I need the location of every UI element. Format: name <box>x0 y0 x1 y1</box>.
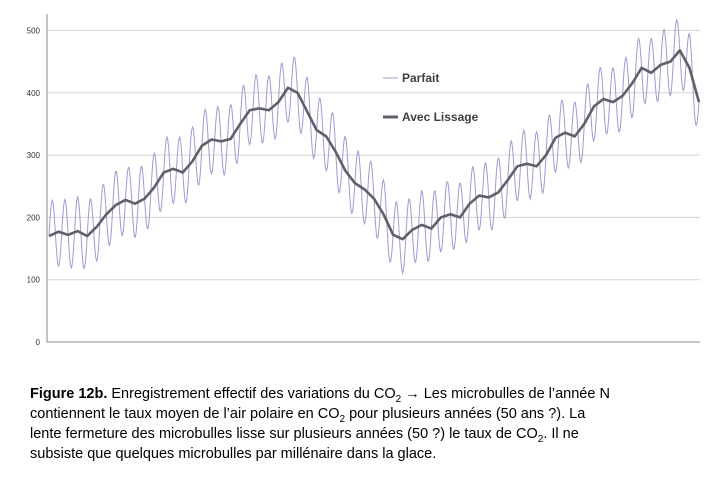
y-tick-label-400: 400 <box>27 89 41 98</box>
caption-text-3b: . Il ne <box>543 426 579 442</box>
y-tick-label-100: 100 <box>27 276 41 285</box>
series-line-avec-lissage <box>48 49 701 241</box>
series-layer <box>48 18 701 276</box>
y-tick-label-300: 300 <box>27 151 41 160</box>
caption-sub-1: 2 <box>395 393 402 405</box>
grid-lines <box>47 29 700 281</box>
caption-text-2: contiennent le taux moyen de l’air polai… <box>30 406 340 422</box>
caption-text-3: lente fermeture des microbulles lisse su… <box>30 426 538 442</box>
caption-text-1b: → Les microbulles de l’année N <box>401 386 610 402</box>
figure-caption: Figure 12b. Enregistrement effectif des … <box>30 384 710 464</box>
caption-sub-3: 2 <box>537 433 544 445</box>
caption-line-1: Figure 12b. Enregistrement effectif des … <box>30 384 710 404</box>
caption-text-1: Enregistrement effectif des variations d… <box>107 386 396 402</box>
chart-axes: 0 100 200 300 400 500 <box>27 14 700 347</box>
legend: Parfait Avec Lissage <box>383 71 479 124</box>
legend-label-lissage: Avec Lissage <box>402 110 479 124</box>
caption-line-2: contiennent le taux moyen de l’air polai… <box>30 404 710 424</box>
caption-line-4: subsiste que quelques microbulles par mi… <box>30 444 710 464</box>
co2-chart: 0 100 200 300 400 500 Parfait Avec Lissage <box>27 14 701 347</box>
y-tick-label-200: 200 <box>27 213 41 222</box>
caption-sub-2: 2 <box>339 413 346 425</box>
caption-text-4: subsiste que quelques microbulles par mi… <box>30 446 437 462</box>
caption-line-3: lente fermeture des microbulles lisse su… <box>30 424 710 444</box>
y-tick-label-0: 0 <box>36 338 41 347</box>
y-tick-label-500: 500 <box>27 26 41 35</box>
legend-label-parfait: Parfait <box>402 71 439 85</box>
series-line-parfait <box>48 18 700 276</box>
figure-label: Figure 12b. <box>30 386 108 402</box>
caption-text-2b: pour plusieurs années (50 ans ?). La <box>345 406 586 422</box>
